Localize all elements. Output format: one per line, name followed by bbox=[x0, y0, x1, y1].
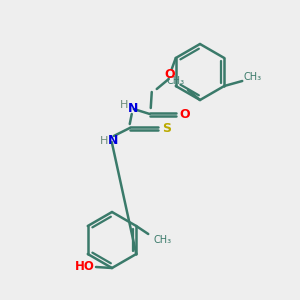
Text: CH₃: CH₃ bbox=[243, 72, 261, 82]
Text: HO: HO bbox=[75, 260, 95, 272]
Text: H: H bbox=[100, 136, 108, 146]
Text: O: O bbox=[179, 107, 190, 121]
Text: H: H bbox=[120, 100, 128, 110]
Text: S: S bbox=[162, 122, 171, 134]
Text: CH₃: CH₃ bbox=[167, 76, 185, 86]
Text: CH₃: CH₃ bbox=[153, 235, 171, 245]
Text: N: N bbox=[128, 101, 138, 115]
Text: O: O bbox=[164, 68, 175, 80]
Text: N: N bbox=[108, 134, 118, 146]
